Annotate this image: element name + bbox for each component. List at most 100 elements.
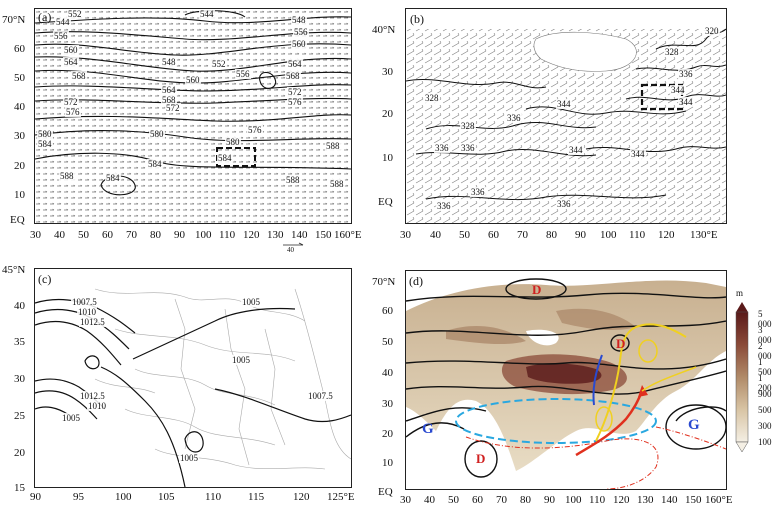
lat-label: 20 xyxy=(382,428,393,440)
contour-label: 576 xyxy=(287,97,303,107)
contour-label: 584 xyxy=(147,159,163,169)
lon-label: 95 xyxy=(73,491,84,503)
contour-label: 344 xyxy=(556,99,572,109)
lon-label: 30 xyxy=(400,494,411,506)
lon-label: 130 xyxy=(637,494,654,506)
contour-label: 320 xyxy=(704,26,720,36)
lon-label: 40 xyxy=(54,229,65,241)
panel-label: (a) xyxy=(38,10,52,24)
colorbar-level: 3 000 xyxy=(758,325,772,345)
lon-label: 40 xyxy=(430,229,441,241)
lat-label: 40°N xyxy=(372,24,396,36)
lat-label: EQ xyxy=(378,486,393,498)
contour-label: 1012.5 xyxy=(79,391,106,401)
panel-b-frame: 320 328 336 344 328 336 344 336 344 336 … xyxy=(405,8,727,224)
colorbar-level: 500 xyxy=(758,405,772,415)
contour-label: 548 xyxy=(291,15,307,25)
lat-label: 25 xyxy=(14,410,25,422)
lat-label: 20 xyxy=(14,447,25,459)
colorbar-level: 2 000 xyxy=(758,341,772,361)
lat-label: 35 xyxy=(14,336,25,348)
dashdot-boundary xyxy=(655,426,726,450)
lon-label: 40 xyxy=(424,494,435,506)
lat-label: 45°N xyxy=(2,264,26,276)
contour-label: 1007.5 xyxy=(71,297,98,307)
lon-label: 115 xyxy=(248,491,265,503)
terrain-landmass xyxy=(406,271,726,471)
colorbar-level: 900 xyxy=(758,389,772,399)
lon-label: 60 xyxy=(488,229,499,241)
lon-label: 150 xyxy=(315,229,332,241)
contour-label: 344 xyxy=(678,97,694,107)
contour-label: 564 xyxy=(63,57,79,67)
lat-label: 30 xyxy=(14,373,25,385)
lon-label: 140 xyxy=(291,229,308,241)
contour-label: 580 xyxy=(149,129,165,139)
lon-label: 120 xyxy=(243,229,260,241)
lon-label: 120 xyxy=(613,494,630,506)
lon-label: 30 xyxy=(30,229,41,241)
lat-label: 30 xyxy=(382,398,393,410)
lat-label: 40 xyxy=(14,101,25,113)
lon-label: 30 xyxy=(400,229,411,241)
lon-label: 60 xyxy=(102,229,113,241)
province-boundaries xyxy=(94,288,351,470)
contour-label: 568 xyxy=(285,71,301,81)
contour-label: 568 xyxy=(161,95,177,105)
analysis-box xyxy=(640,83,684,111)
contour-label: 336 xyxy=(434,143,450,153)
contour-label: 584 xyxy=(217,153,233,163)
dashdot-boundary xyxy=(465,436,659,489)
lon-label: 100 xyxy=(115,491,132,503)
contour-label: 552 xyxy=(211,59,227,69)
contour-label: 1007.5 xyxy=(307,391,334,401)
lat-label: 50 xyxy=(382,336,393,348)
southwest-jet-arrow xyxy=(575,390,644,457)
contour-label: 568 xyxy=(71,71,87,81)
contour-label: 556 xyxy=(53,31,69,41)
lat-label: 60 xyxy=(14,43,25,55)
lon-label: 100 xyxy=(195,229,212,241)
plateau-blank xyxy=(533,31,637,72)
lon-label: 130°E xyxy=(690,229,718,241)
contour-label: 564 xyxy=(161,85,177,95)
contour-label: 336 xyxy=(506,113,522,123)
convergence-ellipse xyxy=(455,398,657,444)
high-pressure-label: G xyxy=(422,421,434,437)
contour-label: 1005 xyxy=(179,453,199,463)
contour-label: 588 xyxy=(59,171,75,181)
lat-label: 30 xyxy=(382,66,393,78)
contour-label: 564 xyxy=(287,59,303,69)
lat-label: 15 xyxy=(14,482,25,494)
lon-label: 110 xyxy=(205,491,222,503)
lon-label: 125°E xyxy=(327,491,355,503)
lon-label: 160°E xyxy=(705,494,733,506)
contour-label: 328 xyxy=(460,121,476,131)
geopotential-contours xyxy=(406,278,726,478)
contour-label: 1010 xyxy=(87,401,107,411)
lon-label: 70 xyxy=(517,229,528,241)
lon-label: 160°E xyxy=(334,229,362,241)
contour-label: 336 xyxy=(470,187,486,197)
lon-label: 50 xyxy=(459,229,470,241)
colorbar-level: 300 xyxy=(758,421,772,431)
lon-label: 100 xyxy=(565,494,582,506)
high-pressure-label: G xyxy=(688,417,700,433)
colorbar-level: 1 200 xyxy=(758,373,772,393)
vector-scale-label: 40 xyxy=(287,246,294,254)
lon-label: 90 xyxy=(575,229,586,241)
lon-label: 130 xyxy=(267,229,284,241)
lon-label: 150 xyxy=(685,494,702,506)
lon-label: 110 xyxy=(219,229,236,241)
low-pressure-label: D xyxy=(616,336,626,351)
lon-label: 70 xyxy=(496,494,507,506)
lon-label: 60 xyxy=(472,494,483,506)
moisture-core xyxy=(595,406,613,432)
contour-label: 336 xyxy=(436,201,452,211)
contour-label: 556 xyxy=(235,69,251,79)
panel-c-frame: 1007.5 1010 1012.5 1005 1005 1012.5 1010… xyxy=(34,268,352,488)
lon-label: 80 xyxy=(150,229,161,241)
lat-label: 20 xyxy=(382,108,393,120)
contour-label: 588 xyxy=(325,141,341,151)
lon-label: 50 xyxy=(78,229,89,241)
